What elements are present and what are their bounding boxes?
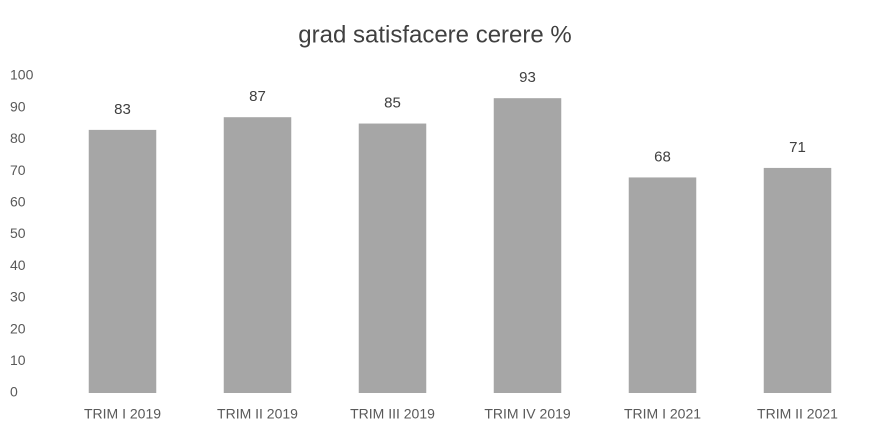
- x-tick-label: TRIM I 2019: [84, 406, 161, 422]
- data-label: 87: [249, 88, 266, 105]
- data-label: 85: [384, 95, 401, 112]
- bar: [358, 123, 427, 394]
- bar: [88, 129, 157, 393]
- data-label: 68: [654, 148, 671, 165]
- y-tick-label: 30: [10, 289, 26, 305]
- chart-title: grad satisfacere cerere %: [298, 21, 571, 48]
- x-tick-label: TRIM III 2019: [350, 406, 435, 422]
- y-tick-label: 100: [10, 67, 34, 83]
- y-tick-label: 40: [10, 257, 26, 273]
- y-tick-label: 60: [10, 194, 26, 210]
- data-label: 83: [114, 101, 131, 118]
- y-tick-label: 10: [10, 352, 26, 368]
- y-tick-label: 0: [10, 384, 18, 400]
- x-tick-label: TRIM I 2021: [624, 406, 701, 422]
- y-tick-label: 50: [10, 225, 26, 241]
- x-tick-label: TRIM II 2019: [217, 406, 298, 422]
- x-tick-label: TRIM II 2021: [757, 406, 838, 422]
- y-tick-label: 80: [10, 130, 26, 146]
- y-tick-label: 90: [10, 98, 26, 114]
- y-tick-label: 20: [10, 320, 26, 336]
- bar: [493, 98, 562, 393]
- bar: [763, 167, 832, 393]
- x-tick-label: TRIM IV 2019: [484, 406, 571, 422]
- data-label: 93: [519, 69, 536, 86]
- y-tick-label: 70: [10, 162, 26, 178]
- bar: [628, 177, 697, 393]
- data-label: 71: [789, 139, 806, 156]
- bar: [223, 117, 292, 394]
